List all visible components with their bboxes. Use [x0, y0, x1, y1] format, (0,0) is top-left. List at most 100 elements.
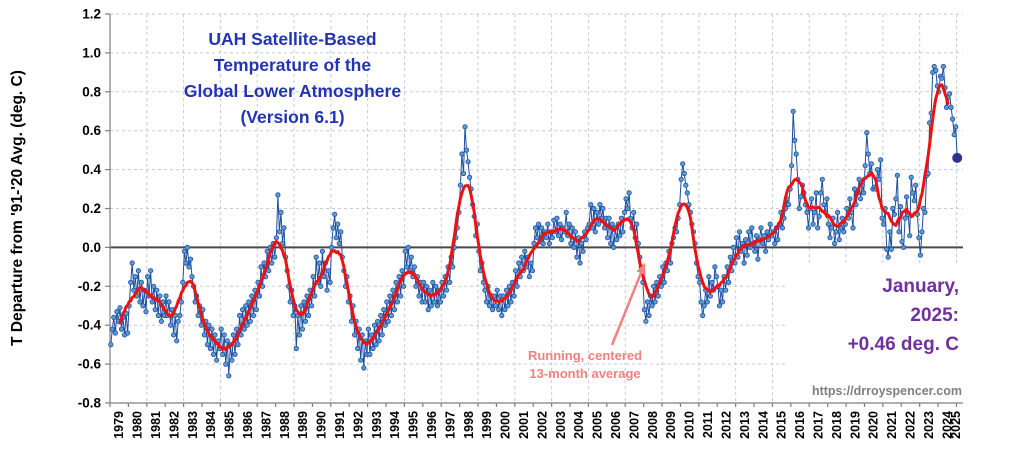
data-point: [880, 221, 887, 227]
data-point: [836, 237, 842, 243]
data-point: [828, 225, 835, 231]
data-point: [112, 330, 119, 336]
x-tick-label: 1988: [278, 411, 292, 439]
data-point: [154, 287, 160, 293]
y-tick-label: -0.6: [78, 357, 102, 372]
data-point: [719, 299, 726, 305]
data-point: [519, 254, 525, 260]
annotation-arrowhead: [636, 263, 646, 276]
data-point: [394, 299, 401, 305]
data-point: [209, 326, 215, 332]
data-point: [408, 254, 414, 260]
data-point: [841, 229, 847, 235]
y-axis-title: T Departure from '91-'20 Avg. (deg. C): [9, 70, 26, 346]
data-point: [733, 235, 740, 241]
data-point: [319, 248, 325, 254]
data-point: [563, 209, 569, 215]
x-tick-label: 2019: [848, 411, 862, 439]
data-point: [290, 312, 296, 319]
data-point: [543, 235, 549, 241]
data-point: [384, 299, 390, 305]
running-average-annotation: Running, centered 13-month average: [495, 347, 675, 383]
data-point: [505, 303, 511, 309]
data-point: [772, 240, 778, 247]
data-point: [335, 221, 341, 227]
data-point: [180, 279, 186, 285]
x-tick-label: 2006: [609, 411, 623, 439]
data-point: [749, 225, 755, 231]
data-point: [483, 299, 490, 305]
data-point: [137, 299, 143, 305]
x-tick-label: 1980: [131, 411, 145, 439]
data-point: [312, 293, 318, 299]
data-point: [496, 306, 502, 313]
data-point: [890, 205, 896, 212]
data-point: [117, 305, 123, 311]
data-point: [296, 332, 302, 338]
data-point: [308, 303, 315, 309]
data-point: [374, 318, 381, 324]
x-tick-label: 1995: [407, 411, 421, 439]
data-point: [299, 326, 305, 332]
data-point: [503, 287, 509, 293]
data-point: [145, 273, 151, 280]
data-point: [465, 159, 471, 165]
y-tick-label: -0.2: [78, 279, 101, 294]
data-point: [609, 221, 615, 227]
source-url-watermark: https://drroyspencer.com: [811, 384, 962, 398]
x-tick-label: 2012: [719, 411, 733, 439]
data-point: [378, 312, 384, 319]
data-point: [250, 312, 256, 319]
x-tick-label: 1984: [204, 411, 218, 439]
data-point: [140, 303, 146, 309]
data-point: [700, 312, 706, 319]
data-point: [287, 299, 293, 305]
data-point: [382, 322, 388, 328]
data-point: [755, 256, 761, 262]
data-point: [229, 357, 235, 363]
data-point: [808, 196, 815, 202]
data-point: [529, 268, 536, 274]
latest-point-marker: [952, 152, 963, 163]
data-point: [569, 225, 575, 231]
x-tick-label: 1989: [296, 411, 310, 439]
data-point: [775, 237, 781, 243]
data-point: [566, 221, 572, 227]
x-tick-label: 1986: [241, 411, 255, 439]
x-tick-label: 1991: [333, 411, 347, 439]
data-point: [430, 279, 436, 285]
data-point: [713, 273, 720, 280]
data-point: [201, 332, 207, 338]
x-tick-label: 2024: [940, 411, 954, 439]
x-tick-label: 1993: [370, 411, 384, 439]
annotation-arrow: [610, 272, 643, 346]
data-point: [707, 293, 713, 299]
data-point: [404, 264, 410, 270]
x-tick-label: 2004: [572, 411, 586, 439]
x-tick-label: 1983: [186, 411, 200, 439]
data-point: [166, 299, 172, 305]
data-point: [885, 254, 891, 260]
data-point: [338, 229, 344, 235]
data-point: [186, 264, 192, 270]
data-point: [361, 365, 367, 371]
data-point: [604, 235, 611, 241]
data-point: [824, 196, 830, 202]
data-point: [558, 237, 565, 243]
y-tick-label: 0.4: [82, 162, 101, 177]
x-tick-label: 1979: [112, 411, 126, 439]
data-point: [212, 332, 218, 338]
running-average-annotation-line: Running, centered: [527, 348, 643, 363]
data-point: [813, 190, 819, 196]
data-point: [528, 260, 534, 266]
data-point: [684, 190, 690, 196]
data-point: [939, 75, 945, 81]
data-point: [953, 124, 959, 130]
data-point: [310, 273, 316, 280]
x-tick-label: 2003: [554, 411, 568, 439]
data-point: [646, 312, 652, 319]
y-tick-label: 0.2: [82, 201, 101, 216]
latest-month-callout-line: January,: [882, 276, 959, 297]
data-point: [499, 312, 505, 319]
